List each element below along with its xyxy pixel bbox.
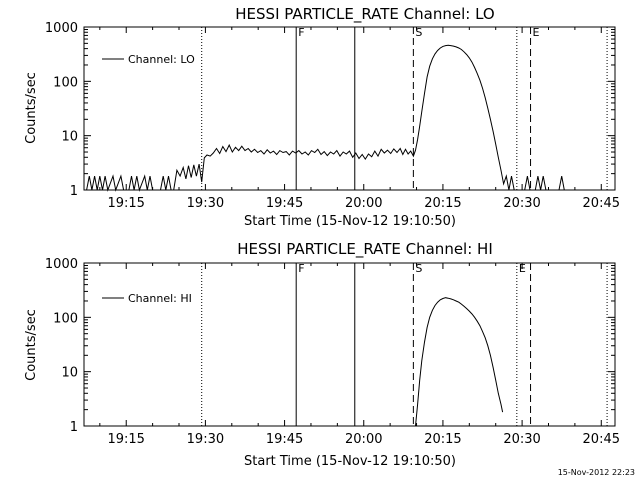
- x-axis-ticks: 19:15 19:30 19:45 20:00 20:15 20:30 20:45: [99, 27, 620, 211]
- x-tick-label: 19:15: [107, 432, 144, 447]
- x-tick-label: 19:30: [187, 196, 224, 211]
- time-markers: FSE: [201, 262, 608, 426]
- x-tick-label: 20:15: [424, 196, 461, 211]
- hi-channel-series-line: [415, 297, 504, 427]
- y-tick-label: 100: [53, 311, 78, 326]
- chart-title: HESSI PARTICLE_RATE Channel: HI: [237, 240, 493, 259]
- x-tick-label: 20:30: [503, 432, 540, 447]
- x-tick-label: 20:45: [583, 432, 620, 447]
- x-axis-ticks: 19:15 19:30 19:45 20:00 20:15 20:30 20:45: [99, 263, 620, 447]
- plot-timestamp: 15-Nov-2012 22:23: [558, 468, 635, 477]
- y-tick-label: 100: [53, 75, 78, 90]
- x-axis-label: Start Time (15-Nov-12 19:10:50): [244, 454, 456, 469]
- y-axis-label: Counts/sec: [24, 72, 39, 144]
- hi-channel-panel: HESSI PARTICLE_RATE Channel: HI FSE 1101…: [24, 240, 620, 469]
- x-tick-label: 20:00: [345, 432, 382, 447]
- chart-title: HESSI PARTICLE_RATE Channel: LO: [235, 5, 494, 24]
- y-tick-label: 1: [70, 184, 78, 199]
- plot-frame: [83, 262, 616, 427]
- x-tick-label: 19:15: [107, 196, 144, 211]
- y-axis-label: Counts/sec: [24, 309, 39, 381]
- x-tick-label: 19:45: [266, 196, 303, 211]
- x-tick-label: 20:45: [583, 196, 620, 211]
- y-tick-label: 10: [61, 130, 78, 145]
- y-axis-ticks: 1 10 100 1000: [45, 257, 615, 435]
- x-axis-label: Start Time (15-Nov-12 19:10:50): [244, 214, 456, 229]
- plot-frame: [83, 26, 616, 191]
- marker-label: E: [533, 26, 540, 39]
- marker-label: F: [298, 262, 304, 275]
- y-tick-label: 1000: [45, 257, 78, 272]
- x-tick-label: 19:30: [187, 432, 224, 447]
- x-tick-label: 20:15: [424, 432, 461, 447]
- y-axis-ticks: 1 10 100 1000: [45, 21, 615, 199]
- legend-label: Channel: LO: [128, 53, 195, 66]
- lo-channel-series-line: [86, 44, 565, 192]
- x-tick-label: 20:30: [503, 196, 540, 211]
- y-tick-label: 10: [61, 366, 78, 381]
- marker-label: F: [298, 26, 304, 39]
- x-tick-label: 19:45: [266, 432, 303, 447]
- marker-label: S: [415, 26, 422, 39]
- marker-label: S: [415, 262, 422, 275]
- y-tick-label: 1000: [45, 21, 78, 36]
- legend-label: Channel: HI: [128, 292, 192, 305]
- x-tick-label: 20:00: [345, 196, 382, 211]
- y-tick-label: 1: [70, 420, 78, 435]
